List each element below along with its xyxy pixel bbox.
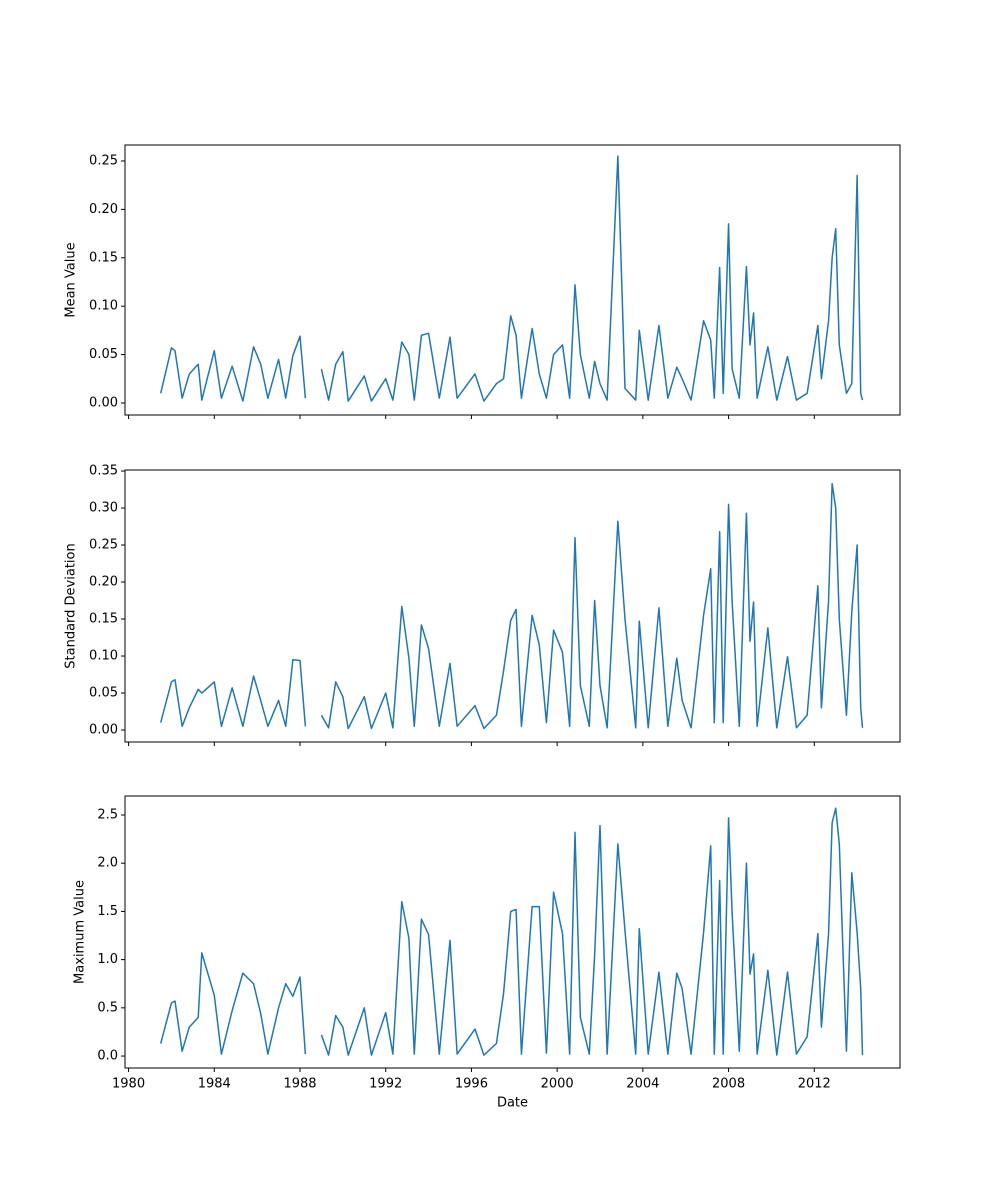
y-tick-label: 0.5 xyxy=(97,1000,118,1015)
x-tick-label: 1992 xyxy=(369,1077,402,1092)
y-tick-label: 0.15 xyxy=(89,612,118,627)
x-tick-label: 1988 xyxy=(283,1077,316,1092)
y-tick-label: 0.35 xyxy=(89,464,118,479)
y-tick-label: 0.05 xyxy=(89,347,118,362)
y-tick-label: 2.5 xyxy=(97,807,118,822)
x-tick-label: 1996 xyxy=(455,1077,488,1092)
axes-frame xyxy=(124,795,901,1069)
y-axis-label: Standard Deviation xyxy=(64,543,79,668)
y-tick-label: 0.10 xyxy=(89,649,118,664)
axes-frame xyxy=(124,469,901,743)
y-tick-label: 2.0 xyxy=(97,856,118,871)
y-tick-label: 0.25 xyxy=(89,538,118,553)
data-line xyxy=(159,807,864,1056)
y-tick-label: 0.20 xyxy=(89,575,118,590)
x-tick-label: 2000 xyxy=(541,1077,574,1092)
y-axis-label: Maximum Value xyxy=(73,880,88,984)
x-tick-label: 2004 xyxy=(626,1077,659,1092)
data-line xyxy=(159,482,864,730)
subplot: 0.00 0.05 0.10 0.15 0.20 0.25 0.30 0.35 Standard… xyxy=(64,464,901,746)
axes-frame xyxy=(124,144,901,416)
y-tick-label: 0.20 xyxy=(89,202,118,217)
y-axis-label: Mean Value xyxy=(64,242,79,317)
y-tick-label: 0.30 xyxy=(89,501,118,516)
x-tick-label: 2012 xyxy=(798,1077,831,1092)
subplot: 0.00 0.05 0.10 0.15 0.20 0.25 Mean Value xyxy=(64,144,901,419)
y-tick-label: 0.0 xyxy=(97,1049,118,1064)
x-axis-label: Date xyxy=(497,1096,528,1111)
y-tick-label: 0.00 xyxy=(89,723,118,738)
x-tick-label: 2008 xyxy=(712,1077,745,1092)
y-tick-label: 0.15 xyxy=(89,250,118,265)
y-tick-label: 1.0 xyxy=(97,952,118,967)
y-tick-label: 0.25 xyxy=(89,153,118,168)
subplot: 0.0 0.5 1.0 1.5 2.0 2.5 1980 1984 1988 1992 1996 20… xyxy=(73,795,901,1111)
y-tick-label: 1.5 xyxy=(97,904,118,919)
x-tick-label: 1980 xyxy=(112,1077,145,1092)
y-tick-label: 0.05 xyxy=(89,686,118,701)
x-tick-label: 1984 xyxy=(198,1077,231,1092)
y-tick-label: 0.00 xyxy=(89,395,118,410)
y-tick-label: 0.10 xyxy=(89,299,118,314)
data-line xyxy=(159,155,864,402)
